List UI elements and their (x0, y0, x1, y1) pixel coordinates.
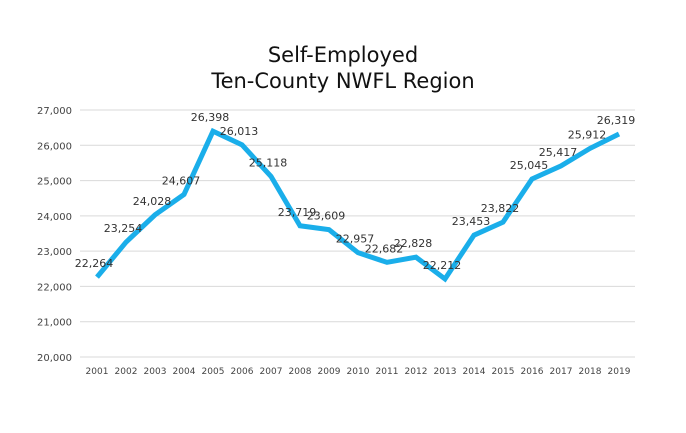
data-label: 22,957 (336, 233, 375, 246)
y-tick-label: 27,000 (37, 106, 72, 117)
data-label: 22,264 (75, 257, 114, 270)
x-tick-label: 2009 (318, 367, 341, 377)
data-label: 25,118 (249, 156, 288, 169)
y-tick-label: 23,000 (37, 247, 72, 258)
x-tick-label: 2011 (376, 367, 399, 377)
x-tick-label: 2019 (608, 367, 631, 377)
x-tick-label: 2006 (231, 367, 254, 377)
data-label: 25,912 (568, 128, 607, 141)
data-label: 24,028 (133, 195, 172, 208)
x-tick-label: 2018 (579, 367, 602, 377)
x-tick-label: 2017 (550, 367, 573, 377)
data-label: 23,254 (104, 222, 143, 235)
x-tick-label: 2016 (521, 367, 544, 377)
x-tick-label: 2001 (86, 367, 109, 377)
x-tick-label: 2007 (260, 367, 283, 377)
y-tick-label: 22,000 (37, 282, 72, 293)
data-label: 23,822 (481, 202, 520, 215)
data-label: 26,319 (597, 114, 636, 127)
y-tick-label: 20,000 (37, 353, 72, 364)
data-label: 22,212 (423, 259, 462, 272)
data-label: 23,609 (307, 210, 346, 223)
x-tick-label: 2004 (173, 367, 196, 377)
data-label: 26,398 (191, 111, 230, 124)
x-tick-label: 2012 (405, 367, 428, 377)
y-tick-label: 24,000 (37, 212, 72, 223)
data-label: 26,013 (220, 125, 259, 138)
y-tick-label: 21,000 (37, 318, 72, 329)
x-tick-label: 2015 (492, 367, 515, 377)
data-label: 23,719 (278, 206, 317, 219)
data-label: 22,682 (365, 242, 404, 255)
data-label: 25,417 (539, 146, 578, 159)
data-label: 24,607 (162, 174, 201, 187)
chart-title-line-1: Self-Employed (267, 43, 419, 67)
x-tick-label: 2003 (144, 367, 167, 377)
x-tick-label: 2005 (202, 367, 225, 377)
data-label: 23,453 (452, 215, 491, 228)
y-tick-label: 26,000 (37, 141, 72, 152)
x-tick-label: 2010 (347, 367, 370, 377)
chart-title-line-2: Ten-County NWFL Region (211, 69, 475, 93)
x-tick-label: 2002 (115, 367, 138, 377)
x-tick-label: 2014 (463, 367, 486, 377)
x-tick-label: 2008 (289, 367, 312, 377)
data-label: 22,828 (394, 237, 433, 250)
data-label: 25,045 (510, 159, 549, 172)
y-tick-label: 25,000 (37, 177, 72, 188)
x-tick-label: 2013 (434, 367, 457, 377)
